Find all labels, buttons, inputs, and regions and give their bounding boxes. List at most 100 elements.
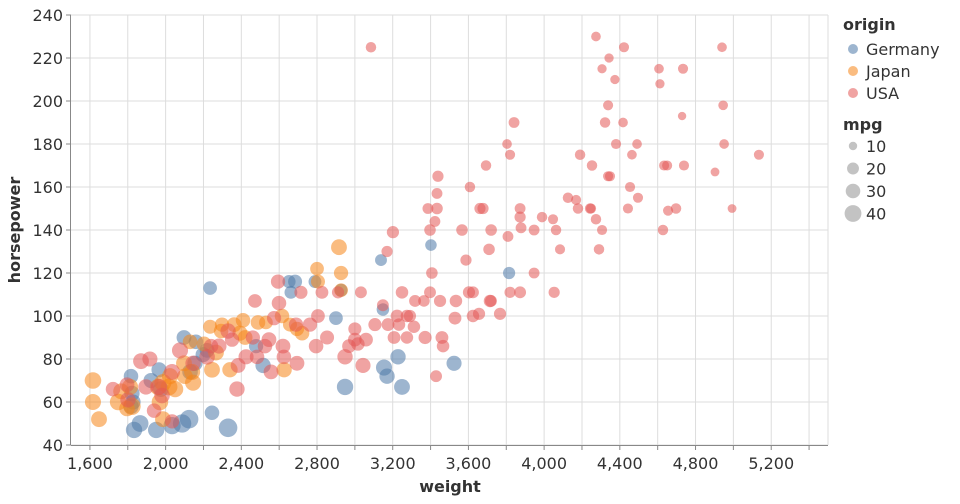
data-point-japan <box>204 361 220 378</box>
legend-origin-title: origin <box>843 15 896 34</box>
data-point-japan <box>235 313 251 328</box>
legend-size-label: 20 <box>866 160 886 179</box>
data-point-japan <box>182 334 198 350</box>
x-tick-label: 4,800 <box>673 454 719 473</box>
data-point-usa <box>485 224 497 236</box>
x-tick-label: 2,000 <box>143 454 189 473</box>
data-point-usa <box>403 309 417 323</box>
data-point-usa <box>146 403 162 418</box>
data-point-usa <box>138 379 154 395</box>
data-point-usa <box>622 203 634 214</box>
data-point-germany <box>329 311 343 326</box>
legend-size-label: 10 <box>866 137 886 156</box>
data-point-usa <box>717 42 727 53</box>
legend-swatch-germany <box>848 44 858 54</box>
y-tick-label: 240 <box>32 6 63 25</box>
data-point-usa <box>199 349 215 365</box>
data-point-usa <box>164 363 180 380</box>
data-point-usa <box>480 160 492 171</box>
legend-size-swatch <box>844 205 862 222</box>
y-tick-label: 200 <box>32 92 63 111</box>
data-point-japan <box>276 362 292 378</box>
x-tick-label: 4,000 <box>521 454 567 473</box>
data-point-usa <box>220 323 236 339</box>
data-point-usa <box>466 309 480 323</box>
data-point-usa <box>485 295 497 307</box>
data-point-japan <box>331 239 347 256</box>
data-point-usa <box>392 318 406 331</box>
data-point-usa <box>430 370 443 383</box>
data-point-usa <box>120 392 136 408</box>
data-point-usa <box>418 330 432 345</box>
data-point-usa <box>632 139 642 149</box>
x-tick-label: 5,200 <box>748 454 794 473</box>
data-point-germany <box>336 378 354 396</box>
data-point-usa <box>270 274 286 289</box>
data-point-usa <box>467 286 479 299</box>
data-point-usa <box>154 387 170 404</box>
data-point-usa <box>261 332 277 348</box>
y-tick-label: 220 <box>32 49 63 68</box>
data-point-usa <box>597 64 607 74</box>
data-point-usa <box>142 351 158 367</box>
data-point-usa <box>508 117 520 128</box>
data-point-germany <box>503 266 516 280</box>
data-point-usa <box>263 364 279 380</box>
data-point-usa <box>386 226 400 239</box>
data-point-usa <box>624 181 636 193</box>
data-point-usa <box>436 339 450 353</box>
data-point-japan <box>166 380 184 398</box>
data-point-japan <box>203 319 218 334</box>
axes: 1,600 2,000 2,400 2,800 3,200 3,600 4,000 4,400… <box>32 6 828 473</box>
data-point-germany <box>218 418 238 438</box>
data-point-usa <box>662 160 673 171</box>
data-point-usa <box>655 79 665 89</box>
data-point-germany <box>425 239 437 251</box>
data-point-usa <box>562 192 574 203</box>
data-point-usa <box>431 188 443 199</box>
data-point-usa <box>710 167 720 177</box>
data-point-usa <box>387 331 401 344</box>
data-point-usa <box>610 74 620 85</box>
legend-size-label: 40 <box>866 205 886 224</box>
data-point-usa <box>536 211 548 223</box>
data-point-usa <box>331 286 345 299</box>
x-tick-label: 2,400 <box>218 454 264 473</box>
data-point-usa <box>753 149 764 160</box>
data-point-usa <box>493 307 507 320</box>
data-point-usa <box>271 295 287 311</box>
data-point-japan <box>310 261 324 276</box>
data-point-usa <box>424 224 436 236</box>
data-point-usa <box>618 117 628 128</box>
data-point-usa <box>407 320 421 334</box>
legend-size-swatch <box>847 162 859 175</box>
data-point-usa <box>315 285 329 299</box>
legend-mpg-title: mpg <box>843 115 883 134</box>
data-point-usa <box>504 286 516 298</box>
data-point-usa <box>105 381 121 397</box>
data-point-germany <box>379 368 395 384</box>
legend-label-germany: Germany <box>866 40 940 59</box>
data-point-usa <box>400 331 414 344</box>
legend-size-swatch <box>848 141 858 151</box>
data-point-usa <box>514 211 526 223</box>
data-point-usa <box>574 149 586 160</box>
legend: origin mpg Germany Japan USA 10 20 30 40 <box>843 15 940 224</box>
data-point-usa <box>571 194 582 205</box>
data-point-usa <box>502 139 512 149</box>
data-point-germany <box>125 421 143 439</box>
data-point-usa <box>528 267 540 279</box>
data-point-germany <box>284 285 298 299</box>
data-point-usa <box>514 286 527 299</box>
legend-swatch-japan <box>848 66 858 76</box>
data-point-usa <box>515 222 527 234</box>
data-point-usa <box>308 338 324 354</box>
data-point-usa <box>677 63 689 74</box>
data-point-usa <box>586 160 598 171</box>
data-point-germany <box>375 254 387 267</box>
data-point-usa <box>632 192 644 203</box>
data-point-usa <box>368 318 382 332</box>
data-point-usa <box>603 100 614 111</box>
x-tick-label: 2,800 <box>294 454 340 473</box>
data-point-usa <box>433 294 447 308</box>
